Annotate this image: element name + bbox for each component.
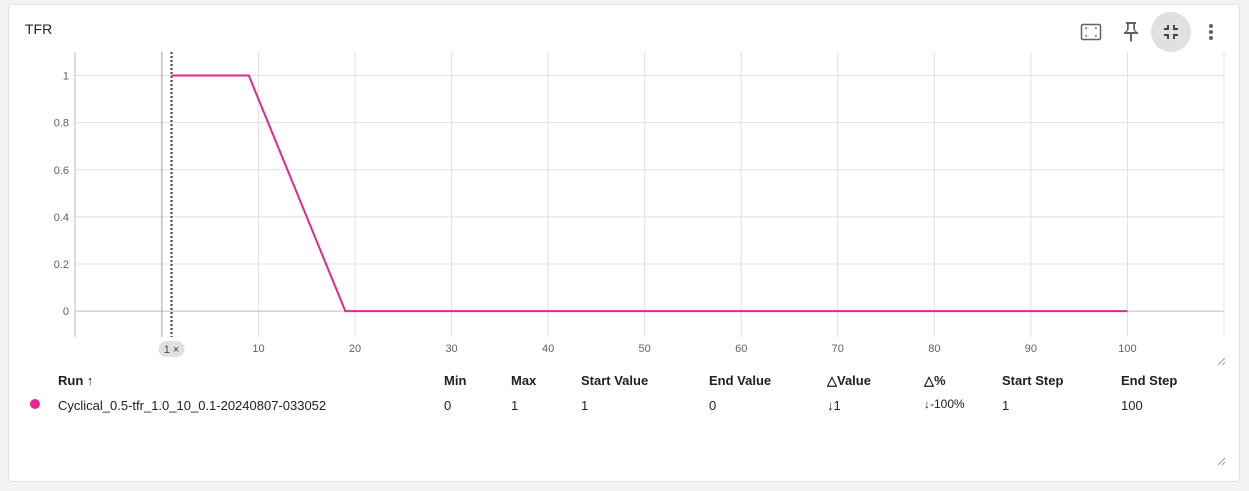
cell-run: Cyclical_0.5-tfr_1.0_10_0.1-20240807-033… xyxy=(58,398,327,413)
table-row[interactable]: Cyclical_0.5-tfr_1.0_10_0.1-20240807-033… xyxy=(9,395,1241,419)
series-line xyxy=(171,74,1128,313)
sort-arrow-icon: ↑ xyxy=(86,373,94,388)
more-options-button[interactable] xyxy=(1191,12,1231,52)
y-tick-label: 0.2 xyxy=(54,259,69,271)
header-delta-pct[interactable]: △% xyxy=(924,373,946,388)
cell-start-step: 1 xyxy=(1002,398,1010,413)
fit-domain-icon xyxy=(1080,23,1102,41)
cell-delta-pct: ↓-100% xyxy=(924,397,965,411)
x-tick-label: 90 xyxy=(1025,343,1037,355)
header-end-step[interactable]: End Step xyxy=(1121,373,1178,388)
header-delta-value[interactable]: △Value xyxy=(827,373,871,388)
header-start-value[interactable]: Start Value xyxy=(581,373,649,388)
cell-delta-value: ↓1 xyxy=(827,398,841,413)
cell-max: 1 xyxy=(511,398,519,413)
y-tick-label: 0.4 xyxy=(54,212,69,224)
card-title: TFR xyxy=(25,21,53,37)
fit-domain-button[interactable] xyxy=(1071,12,1111,52)
collapse-button[interactable] xyxy=(1151,12,1191,52)
x-tick-label: 20 xyxy=(349,343,361,355)
step-marker-chip xyxy=(158,341,185,357)
cell-end-value: 0 xyxy=(709,398,717,413)
header-start-step[interactable]: Start Step xyxy=(1002,373,1064,388)
x-tick-label: 70 xyxy=(832,343,844,355)
y-tick-label: 1 xyxy=(63,71,69,83)
cell-min: 0 xyxy=(444,398,452,413)
table-resize-handle-icon[interactable] xyxy=(1216,456,1226,466)
pin-icon xyxy=(1124,22,1138,42)
header-end-value[interactable]: End Value xyxy=(709,373,772,388)
header-max[interactable]: Max xyxy=(511,373,537,388)
more-vert-icon xyxy=(1209,24,1213,40)
x-tick-label: 60 xyxy=(735,343,747,355)
header-run[interactable]: Run ↑ xyxy=(58,373,93,388)
scalar-card: TFR 0 0.2 0.4 0.6 0.8 1 10 20 30 40 50 60 7 xyxy=(8,4,1240,482)
collapse-icon xyxy=(1164,25,1178,39)
y-tick-label: 0.8 xyxy=(54,118,69,130)
y-tick-label: 0 xyxy=(63,306,69,318)
x-tick-label: 100 xyxy=(1118,343,1136,355)
x-tick-label: 50 xyxy=(639,343,651,355)
y-tick-label: 0.6 xyxy=(54,165,69,177)
run-color-swatch xyxy=(30,399,40,409)
cell-start-value: 1 xyxy=(581,398,589,413)
line-chart[interactable]: 0 0.2 0.4 0.6 0.8 1 10 20 30 40 50 60 70 80 90 100 1 × xyxy=(9,5,1241,375)
pin-button[interactable] xyxy=(1111,12,1151,52)
cell-end-step: 100 xyxy=(1121,398,1143,413)
x-tick-label: 10 xyxy=(252,343,264,355)
x-tick-label: 30 xyxy=(445,343,457,355)
chart-resize-handle-icon[interactable] xyxy=(1216,356,1226,366)
card-toolbar xyxy=(1071,11,1231,53)
header-run-label: Run xyxy=(58,373,84,388)
x-tick-label: 80 xyxy=(928,343,940,355)
header-min[interactable]: Min xyxy=(444,373,467,388)
step-marker-label: 1 × xyxy=(164,344,180,356)
x-tick-label: 40 xyxy=(542,343,554,355)
